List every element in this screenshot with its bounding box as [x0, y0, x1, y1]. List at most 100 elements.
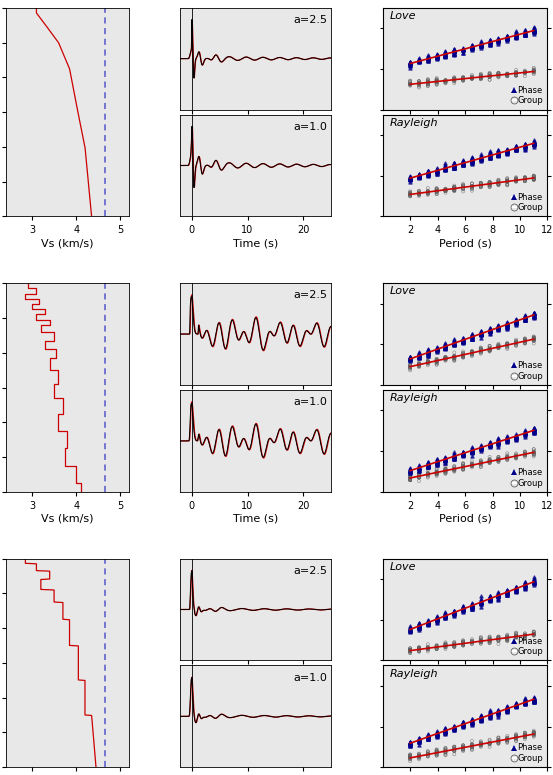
Point — [432, 343, 441, 355]
Point — [494, 735, 503, 748]
Point — [450, 463, 459, 475]
Point — [458, 448, 467, 460]
Point — [520, 629, 529, 642]
Point — [512, 735, 520, 747]
Point — [520, 142, 529, 154]
Point — [476, 42, 485, 54]
Point — [441, 725, 450, 738]
Point — [432, 614, 441, 626]
Point — [415, 750, 424, 763]
Point — [529, 308, 538, 320]
Point — [432, 730, 441, 742]
Point — [503, 35, 512, 47]
Point — [432, 467, 441, 479]
Point — [415, 464, 424, 477]
Point — [450, 607, 459, 619]
Point — [467, 718, 476, 731]
Point — [503, 31, 512, 43]
Point — [406, 738, 415, 750]
Point — [512, 175, 520, 188]
Point — [415, 52, 424, 64]
Point — [424, 749, 432, 761]
Point — [450, 743, 459, 756]
Point — [467, 329, 476, 341]
Point — [424, 185, 432, 198]
Point — [503, 702, 512, 715]
Point — [529, 423, 538, 436]
Point — [432, 184, 441, 197]
Point — [406, 738, 415, 750]
Point — [450, 48, 459, 60]
Point — [476, 601, 485, 613]
Point — [450, 183, 459, 195]
Point — [441, 464, 450, 477]
Point — [503, 430, 512, 443]
Point — [424, 460, 432, 473]
Point — [432, 610, 441, 622]
Point — [476, 327, 485, 339]
Point — [450, 44, 459, 57]
Point — [441, 725, 450, 738]
Point — [406, 622, 415, 634]
Point — [476, 38, 485, 50]
Point — [415, 170, 424, 183]
Point — [476, 635, 485, 647]
Point — [415, 75, 424, 88]
Point — [441, 454, 450, 467]
Point — [485, 635, 494, 647]
Point — [529, 170, 538, 183]
Point — [476, 456, 485, 469]
Point — [512, 336, 520, 349]
Point — [485, 67, 494, 79]
Point — [415, 462, 424, 474]
Point — [458, 639, 467, 651]
Point — [458, 448, 467, 460]
Point — [485, 736, 494, 749]
Point — [520, 728, 529, 741]
Point — [450, 449, 459, 462]
Point — [450, 721, 459, 733]
Point — [485, 324, 494, 336]
Point — [406, 57, 415, 69]
Point — [467, 182, 476, 195]
Point — [450, 453, 459, 465]
Point — [476, 441, 485, 453]
Point — [503, 338, 512, 350]
Point — [424, 75, 432, 88]
Point — [415, 749, 424, 762]
Point — [503, 632, 512, 644]
Point — [485, 177, 494, 190]
Point — [415, 77, 424, 89]
Point — [529, 446, 538, 459]
Point — [450, 337, 459, 350]
Point — [520, 730, 529, 742]
Point — [476, 328, 485, 340]
Point — [406, 622, 415, 635]
Point — [441, 725, 450, 738]
Point — [485, 36, 494, 48]
Point — [485, 453, 494, 466]
Point — [415, 735, 424, 748]
Point — [441, 465, 450, 477]
Point — [494, 452, 503, 464]
Point — [467, 739, 476, 751]
Point — [485, 39, 494, 51]
Point — [512, 453, 520, 465]
Point — [476, 738, 485, 750]
Point — [450, 450, 459, 463]
Point — [512, 452, 520, 464]
Point — [503, 589, 512, 601]
Point — [529, 172, 538, 184]
Point — [467, 329, 476, 341]
Point — [485, 343, 494, 355]
Point — [512, 428, 520, 440]
Point — [512, 315, 520, 328]
Point — [406, 737, 415, 749]
Point — [458, 446, 467, 459]
Point — [529, 332, 538, 344]
Point — [512, 581, 520, 594]
Point — [494, 340, 503, 353]
Point — [476, 347, 485, 360]
Point — [529, 170, 538, 183]
Point — [494, 174, 503, 186]
